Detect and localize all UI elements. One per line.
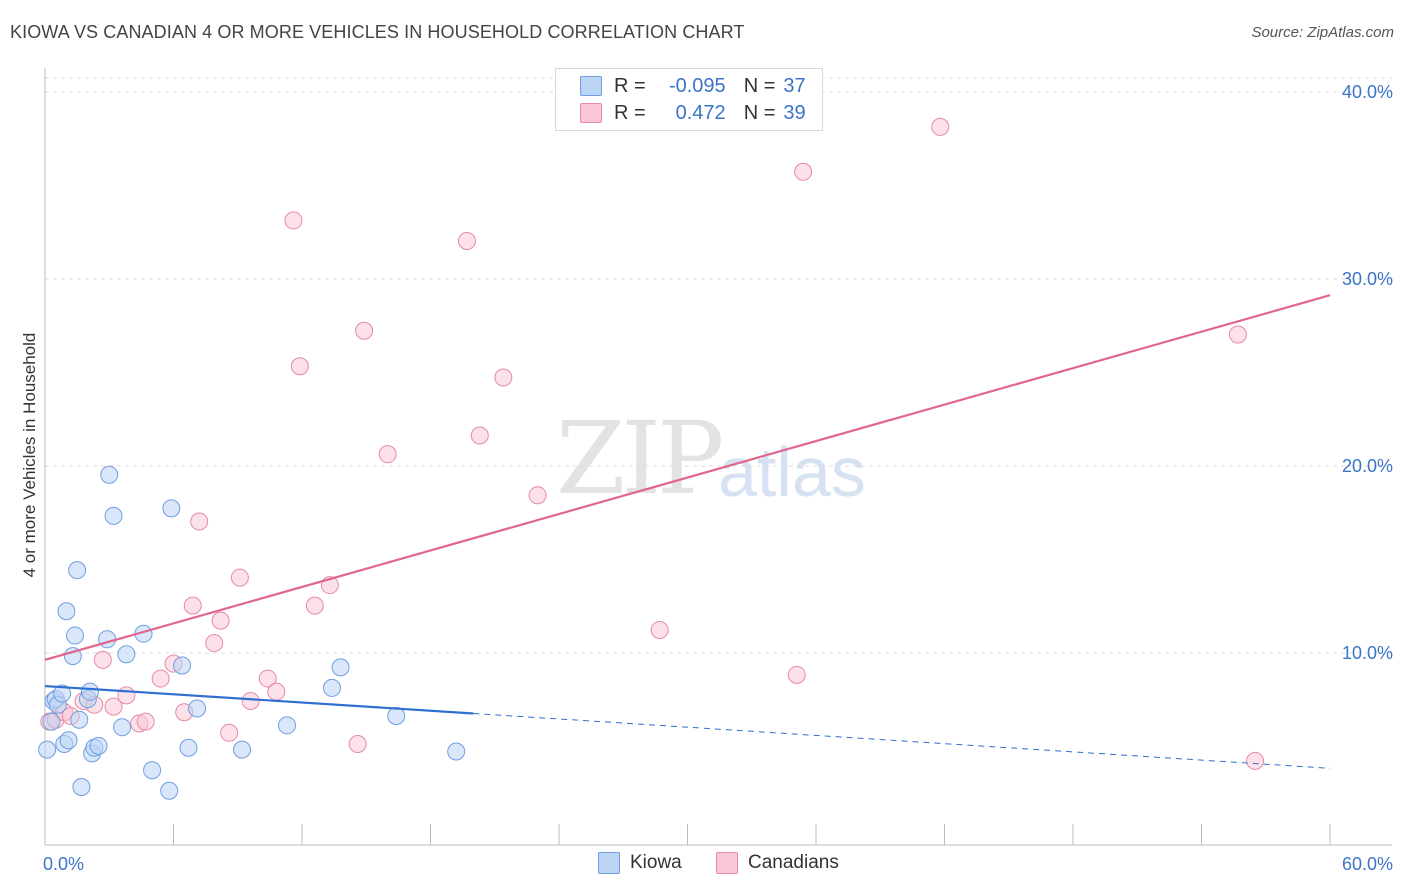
x-tick-label: 60.0% (1342, 854, 1393, 874)
kiowa-trend-line-dashed (473, 712, 1331, 769)
kiowa-point (162, 499, 181, 518)
canadians-point (220, 723, 239, 742)
canadians-point (267, 682, 286, 701)
watermark-zip: ZIP (556, 400, 724, 517)
kiowa-point (53, 684, 72, 703)
canadians-point (378, 445, 397, 464)
kiowa-legend-label: Kiowa (630, 852, 682, 873)
kiowa-point (59, 731, 78, 750)
canadians-point (230, 568, 249, 587)
kiowa-trend-line (44, 684, 474, 715)
canadians-point (355, 321, 374, 340)
kiowa-point (57, 602, 76, 621)
canadians-legend-label: Canadians (748, 852, 839, 873)
canadians-point (794, 162, 813, 181)
kiowa-point (65, 626, 84, 645)
kiowa-point (179, 738, 198, 757)
legend-row-canadians: R = 0.472 N = 39 (580, 100, 806, 126)
kiowa-point (173, 656, 192, 675)
legend-n-label: N = (743, 101, 776, 124)
kiowa-point (100, 465, 119, 484)
legend-row-kiowa: R = -0.095 N = 37 (580, 73, 806, 99)
legend-item-canadians: Canadians (716, 852, 839, 874)
kiowa-point (331, 658, 350, 677)
legend-r-label: R = (614, 74, 646, 97)
kiowa-point (104, 506, 123, 525)
canadians-swatch (580, 103, 602, 123)
canadians-point (457, 231, 476, 250)
kiowa-swatch (580, 76, 602, 96)
canadians-n-value: 39 (783, 101, 806, 124)
canadians-point (211, 611, 230, 630)
canadians-point (305, 596, 324, 615)
canadians-trend-line (44, 294, 1331, 661)
canadians-point (470, 426, 489, 445)
legend-item-kiowa: Kiowa (598, 852, 682, 874)
chart-title: KIOWA VS CANADIAN 4 OR MORE VEHICLES IN … (10, 22, 745, 42)
kiowa-point (113, 718, 132, 737)
canadians-point (205, 634, 224, 653)
canadians-point (241, 692, 260, 711)
canadians-point (528, 486, 547, 505)
canadians-point (1246, 751, 1265, 770)
canadians-point (117, 686, 136, 705)
canadians-point (348, 735, 367, 754)
canadians-point (190, 512, 209, 531)
legend-r-label: R = (614, 101, 646, 124)
canadians-point (104, 697, 123, 716)
canadians-point (494, 368, 513, 387)
canadians-point (284, 211, 303, 230)
kiowa-point (42, 712, 61, 731)
kiowa-point (278, 716, 297, 735)
kiowa-point (143, 761, 162, 780)
kiowa-point (89, 736, 108, 755)
y-tick-label: 10.0% (1342, 643, 1393, 663)
canadians-point (258, 669, 277, 688)
kiowa-n-value: 37 (783, 74, 806, 97)
source-label: Source: ZipAtlas.com (1251, 24, 1394, 41)
kiowa-legend-swatch (598, 852, 620, 874)
canadians-point (787, 665, 806, 684)
series-legend: Kiowa Canadians (0, 852, 1406, 876)
y-tick-label: 30.0% (1342, 269, 1393, 289)
canadians-point (650, 620, 669, 639)
kiowa-point (117, 645, 136, 664)
stats-legend: R = -0.095 N = 37 R = 0.472 N = 39 (555, 68, 823, 131)
canadians-r-value: 0.472 (675, 101, 726, 124)
kiowa-point (188, 699, 207, 718)
kiowa-point (80, 682, 99, 701)
kiowa-point (160, 781, 179, 800)
kiowa-point (38, 740, 57, 759)
y-axis-label: 4 or more Vehicles in Household (20, 332, 39, 578)
kiowa-point (70, 710, 89, 729)
kiowa-point (447, 742, 466, 761)
kiowa-point (68, 561, 87, 580)
canadians-point (183, 596, 202, 615)
canadians-point (1228, 325, 1247, 344)
kiowa-r-value: -0.095 (668, 74, 726, 97)
x-tick-label: 0.0% (43, 854, 84, 874)
canadians-point (931, 117, 950, 136)
legend-n-label: N = (743, 74, 776, 97)
canadians-point (93, 650, 112, 669)
kiowa-point (72, 778, 91, 797)
watermark-atlas: atlas (718, 433, 866, 511)
kiowa-point (233, 740, 252, 759)
canadians-point (151, 669, 170, 688)
canadians-point (290, 357, 309, 376)
kiowa-point (98, 630, 117, 649)
canadians-legend-swatch (716, 852, 738, 874)
kiowa-point (322, 678, 341, 697)
y-tick-label: 20.0% (1342, 456, 1393, 476)
canadians-point (136, 712, 155, 731)
y-tick-label: 40.0% (1342, 82, 1393, 102)
